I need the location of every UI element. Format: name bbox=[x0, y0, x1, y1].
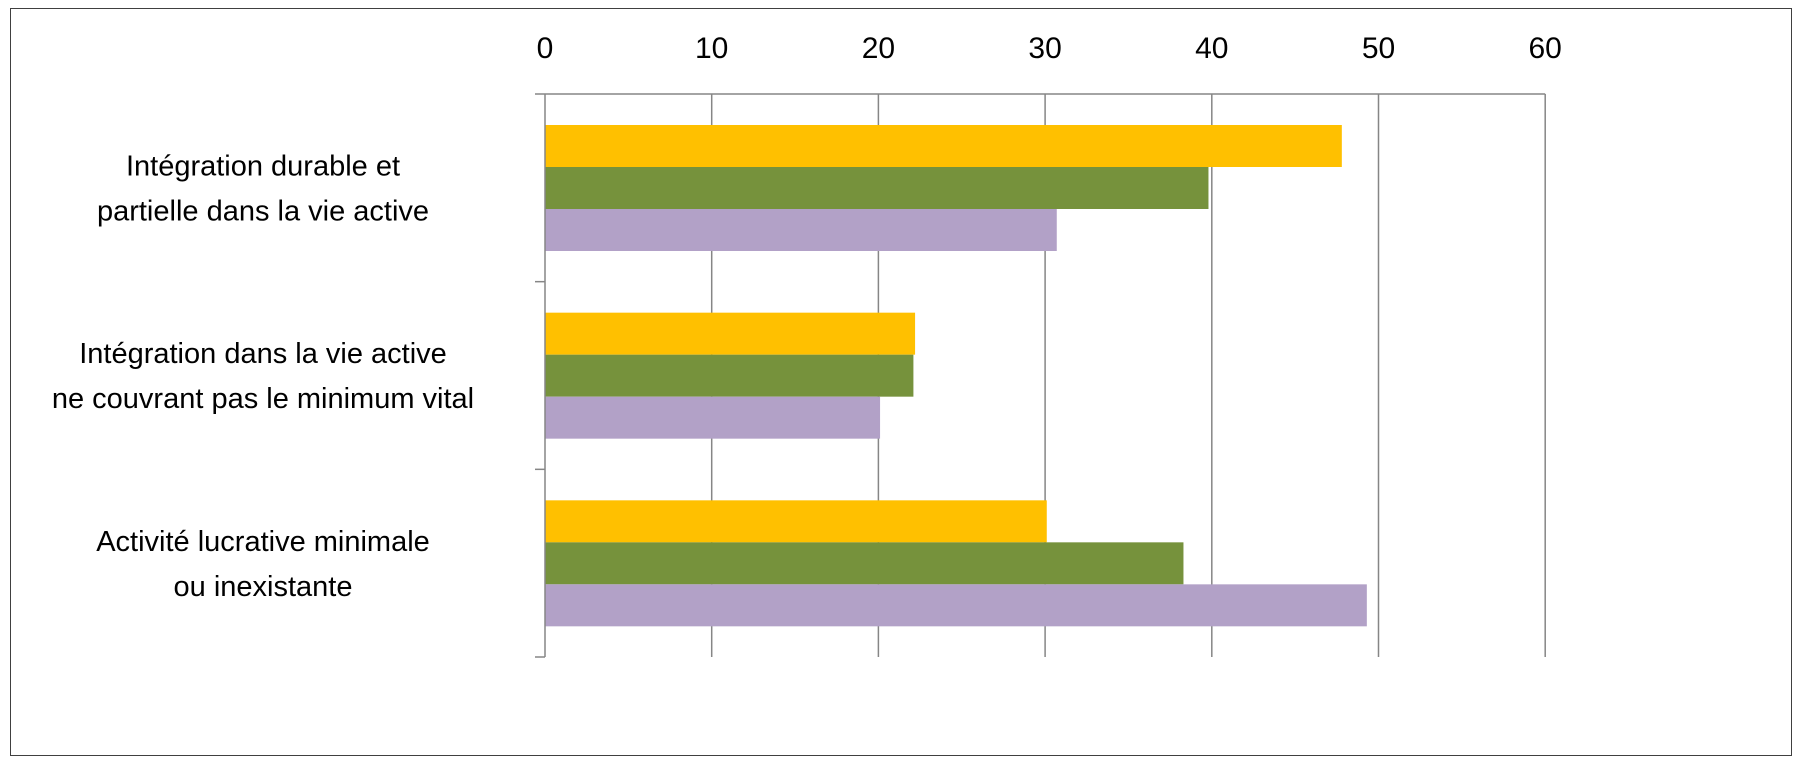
bar bbox=[545, 500, 1047, 543]
bar bbox=[545, 396, 881, 439]
category-label: Activité lucrative minimale ou inexistant… bbox=[96, 526, 430, 603]
bar bbox=[545, 354, 914, 397]
axes bbox=[535, 93, 1546, 658]
bar bbox=[545, 125, 1342, 167]
bar bbox=[545, 542, 1184, 585]
bar bbox=[545, 167, 1209, 209]
bar bbox=[545, 312, 916, 355]
bars bbox=[545, 125, 1367, 627]
x-tick-labels: 0 10 20 30 40 50 60 bbox=[537, 32, 1562, 65]
bar bbox=[545, 584, 1367, 627]
category-label: Intégration durable et partielle dans la … bbox=[97, 151, 429, 228]
category-label: Intégration dans la vie active ne couvran… bbox=[52, 338, 474, 415]
x-tick-label: 20 bbox=[862, 32, 895, 65]
x-tick-label: 60 bbox=[1529, 32, 1562, 65]
x-tick-label: 40 bbox=[1195, 32, 1228, 65]
x-tick-label: 10 bbox=[695, 32, 728, 65]
bar bbox=[545, 209, 1057, 251]
x-tick-label: 30 bbox=[1028, 32, 1061, 65]
x-tick-label: 50 bbox=[1362, 32, 1395, 65]
category-labels: Intégration durable et partielle dans la … bbox=[52, 151, 474, 603]
x-tick-label: 0 bbox=[537, 32, 554, 65]
